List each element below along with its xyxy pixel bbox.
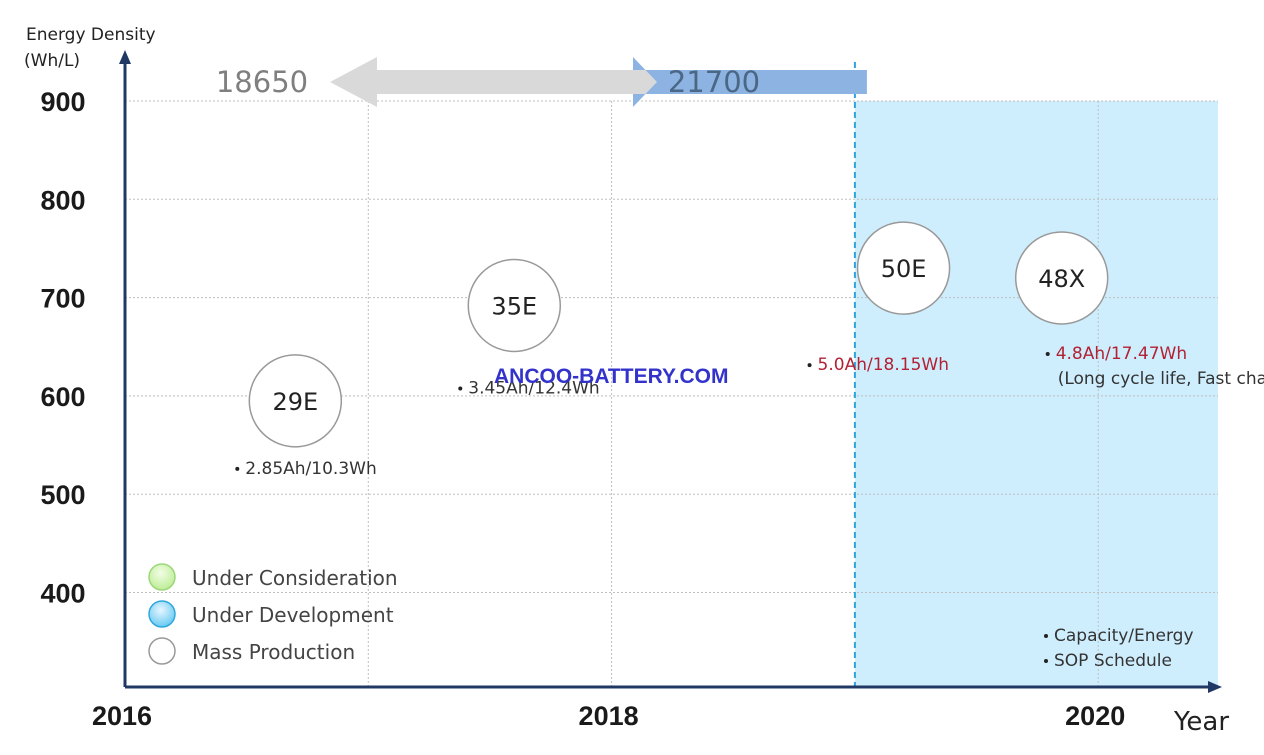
y-tick-label: 600 (40, 382, 85, 412)
bullet-icon (807, 363, 812, 368)
bubble-35e (467, 258, 562, 353)
legend-swatch-consideration (148, 563, 176, 591)
y-axis-arrowhead (119, 50, 131, 64)
bubble-label: 35E (491, 292, 537, 320)
bubble-note: 4.8Ah/17.47Wh (1056, 344, 1187, 364)
arrow-18650 (330, 57, 845, 107)
bubble-50e (856, 221, 951, 315)
bubble-29e (248, 354, 343, 448)
x-axis-title: Year (1173, 707, 1229, 737)
bubble-label: 29E (272, 388, 318, 416)
bubble-note: 3.45Ah/12.4Wh (468, 378, 599, 398)
footnote: Capacity/Energy (1054, 626, 1194, 646)
y-tick-label: 900 (40, 87, 85, 117)
bullet-icon (1045, 351, 1050, 356)
legend-swatch-development (148, 600, 176, 628)
legend-label: Under Development (192, 603, 394, 627)
bubble-label: 48X (1038, 265, 1085, 293)
footnote: SOP Schedule (1054, 651, 1172, 671)
x-tick-label: 2020 (1065, 701, 1125, 731)
legend-label: Mass Production (192, 640, 355, 664)
format-21700-region (854, 101, 1218, 687)
arrow-21700 (633, 57, 867, 107)
watermark-text: ANCOO-BATTERY.COM (494, 365, 729, 388)
legend-swatch-mass (148, 637, 176, 665)
bullet-icon (458, 386, 463, 391)
bullet-icon (1044, 634, 1048, 638)
bubble-note: 5.0Ah/18.15Wh (818, 355, 949, 375)
y-tick-label: 500 (40, 480, 85, 510)
bubble-48x (1014, 231, 1109, 325)
y-tick-label: 800 (40, 185, 85, 215)
y-tick-label: 700 (40, 284, 85, 314)
bubble-note: 2.85Ah/10.3Wh (245, 459, 376, 479)
bullet-icon (235, 466, 240, 471)
y-tick-label: 400 (40, 579, 85, 609)
x-tick-label: 2016 (92, 701, 152, 731)
legend-label: Under Consideration (192, 566, 398, 590)
bubble-label: 50E (881, 255, 927, 283)
format-21700-label: 21700 (668, 65, 760, 99)
bullet-icon (1044, 659, 1048, 663)
bubble-note: (Long cycle life, Fast charge) (1058, 369, 1264, 389)
y-axis-unit: (Wh/L) (24, 51, 80, 71)
format-18650-label: 18650 (216, 65, 308, 99)
y-axis-title: Energy Density (26, 25, 156, 45)
x-tick-label: 2018 (579, 701, 639, 731)
x-axis-arrowhead (1208, 681, 1222, 693)
